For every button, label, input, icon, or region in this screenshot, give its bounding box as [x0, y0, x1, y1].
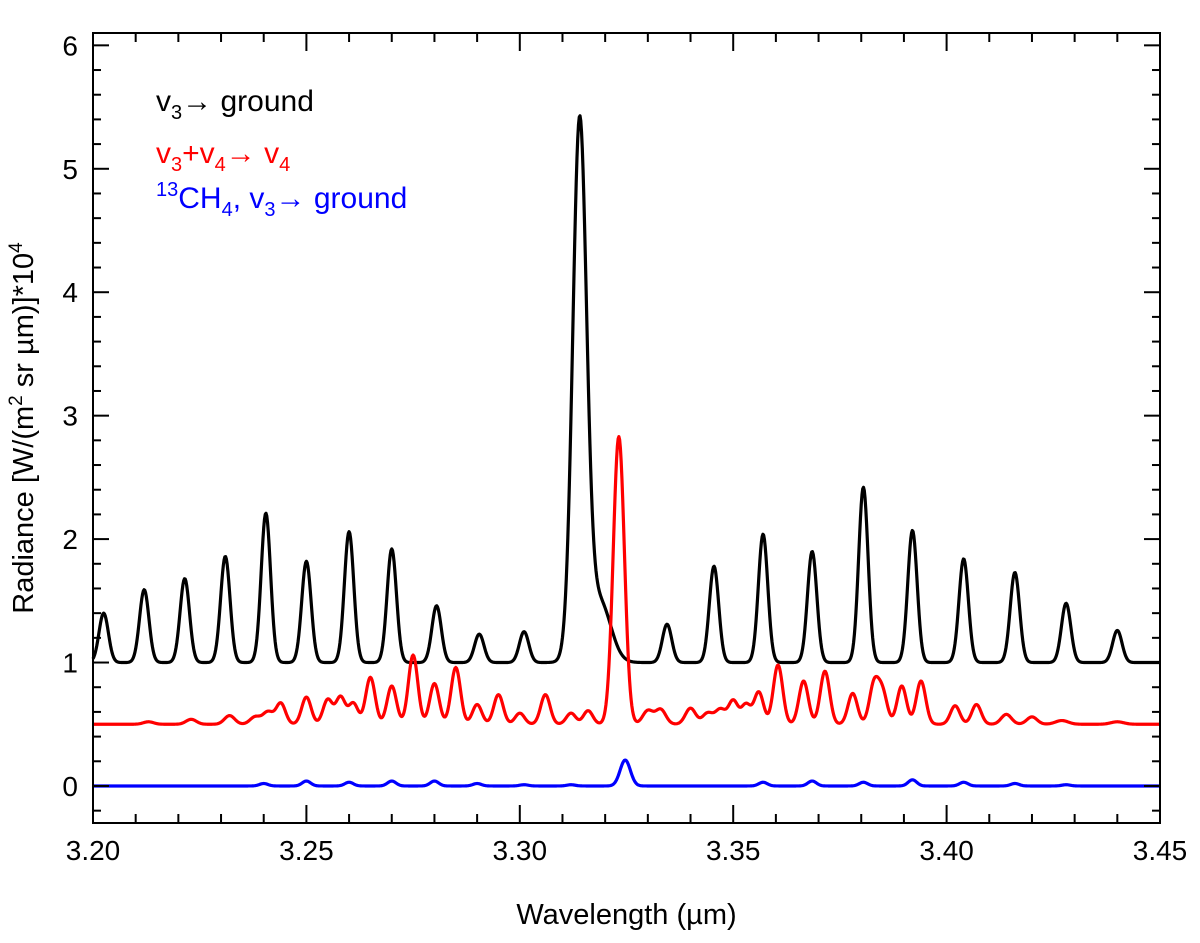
- series-line: 13CH4, v3 → ground: [92, 758, 1161, 788]
- legend-entry-1: v3→ ground: [156, 85, 314, 124]
- y-tick-label: 1: [62, 648, 78, 679]
- x-tick-label: 3.30: [493, 835, 548, 866]
- ticks-layer: [92, 33, 1161, 823]
- legend-entry-2: v3+v4→ v4: [156, 137, 290, 176]
- series-line: v3+v4 → v4: [92, 435, 1161, 726]
- y-axis-title: Radiance [W/(m2 sr µm)]*104: [6, 242, 40, 614]
- x-tick-label: 3.35: [706, 835, 761, 866]
- x-tick-label: 3.45: [1133, 835, 1188, 866]
- y-tick-label: 5: [62, 154, 78, 185]
- labels-layer: 3.20 3.25 3.30 3.35 3.40 3.45 0 1 2 3 4 5 6 Wavelengt…: [6, 30, 1187, 931]
- y-tick-label: 2: [62, 524, 78, 555]
- legend-entry-3: 13CH4, v3→ ground: [156, 179, 407, 221]
- y-tick-label: 4: [62, 277, 78, 308]
- plot-frame: [92, 32, 1161, 824]
- series-1: v3 → ground: [91, 114, 1161, 665]
- x-tick-label: 3.25: [279, 835, 334, 866]
- x-tick-label: 3.40: [919, 835, 974, 866]
- series-line: v3 → ground: [91, 114, 1161, 665]
- x-tick-label: 3.20: [66, 835, 121, 866]
- series-2: v3+v4 → v4: [92, 435, 1161, 726]
- axes-layer: [92, 32, 1161, 824]
- y-tick-label: 0: [62, 771, 78, 802]
- y-tick-label: 3: [62, 401, 78, 432]
- y-tick-label: 6: [62, 30, 78, 61]
- x-axis-title: Wavelength (µm): [516, 899, 736, 931]
- series-3: 13CH4, v3 → ground: [92, 758, 1161, 788]
